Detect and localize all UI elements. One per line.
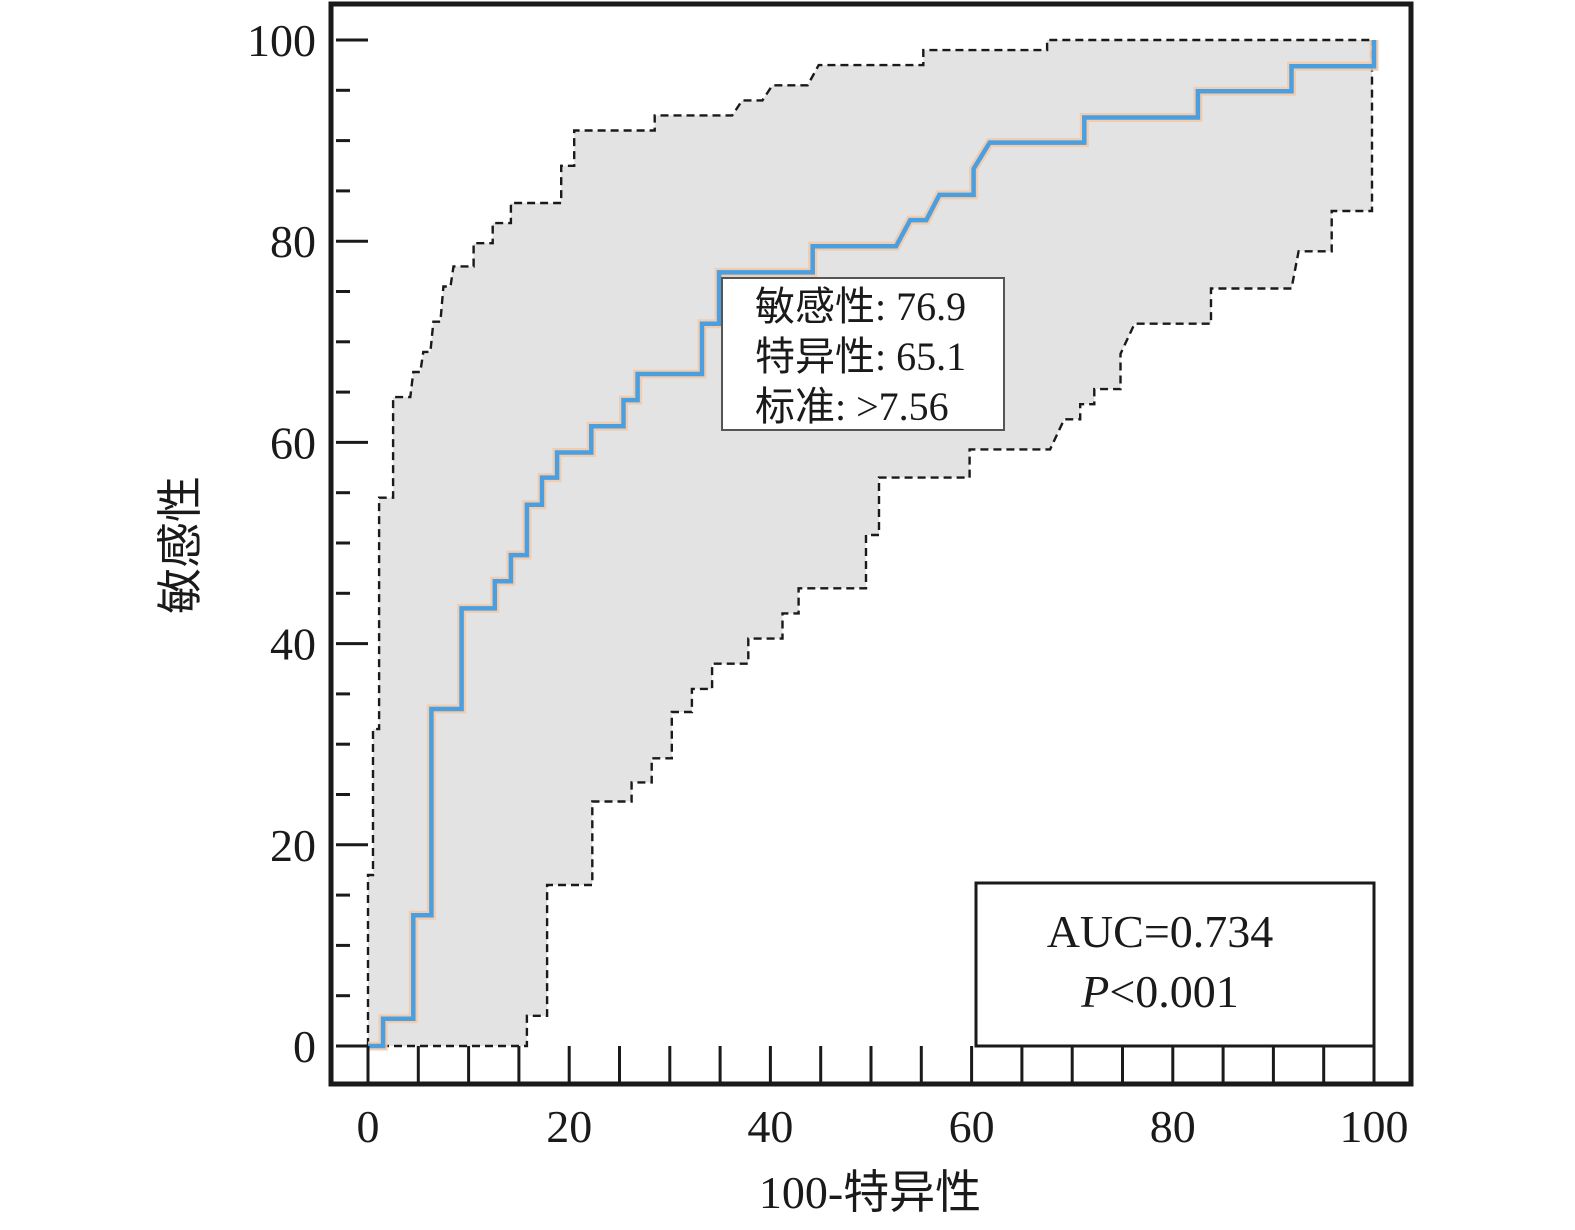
annotation-sensitivity: 敏感性: 76.9 [755, 284, 966, 329]
y-axis: 0 20 40 60 80 100 [247, 15, 368, 1072]
series-layer [366, 38, 1379, 1051]
p-symbol: P [1080, 966, 1109, 1017]
p-value: P<0.001 [1080, 966, 1239, 1017]
y-tick-label: 20 [270, 820, 316, 871]
y-tick-label: 60 [270, 417, 316, 468]
x-tick-label: 60 [949, 1101, 995, 1152]
p-threshold: <0.001 [1109, 966, 1238, 1017]
x-tick-label: 20 [546, 1101, 592, 1152]
y-tick-label: 0 [293, 1021, 316, 1072]
auc-stats-box: AUC=0.734 P<0.001 [974, 881, 1376, 1048]
confidence-band-fill [368, 40, 1374, 1046]
x-axis: 0 20 40 60 80 100 [357, 1046, 1409, 1152]
roc-curve [368, 40, 1377, 1049]
x-tick-label: 100 [1340, 1101, 1409, 1152]
x-tick-label: 0 [357, 1101, 380, 1152]
plot-frame [328, 1, 1414, 1087]
x-tick-label: 40 [747, 1101, 793, 1152]
cutoff-annotation-box [721, 277, 1005, 431]
cutoff-annotation: 敏感性: 76.9 特异性: 65.1 标准: >7.56 [721, 277, 1005, 431]
confidence-band-layer [368, 40, 1374, 1046]
annotation-specificity: 特异性: 65.1 [755, 334, 966, 379]
x-tick-label: 80 [1150, 1101, 1196, 1152]
y-tick-label: 80 [270, 216, 316, 267]
annotation-criterion: 标准: >7.56 [755, 384, 949, 429]
y-axis-label: 敏感性 [155, 476, 206, 614]
auc-value: AUC=0.734 [1047, 906, 1274, 957]
frame-layer [328, 1, 1414, 1087]
y-tick-label: 100 [247, 15, 316, 66]
chart-layers: 0 20 40 60 80 100 0 20 40 60 80 100 [247, 1, 1414, 1152]
x-axis-label: 100-特异性 [759, 1167, 981, 1218]
y-tick-label: 40 [270, 619, 316, 670]
auc-stats-frame [974, 881, 1376, 1048]
ci-upper-line [366, 38, 1374, 1046]
